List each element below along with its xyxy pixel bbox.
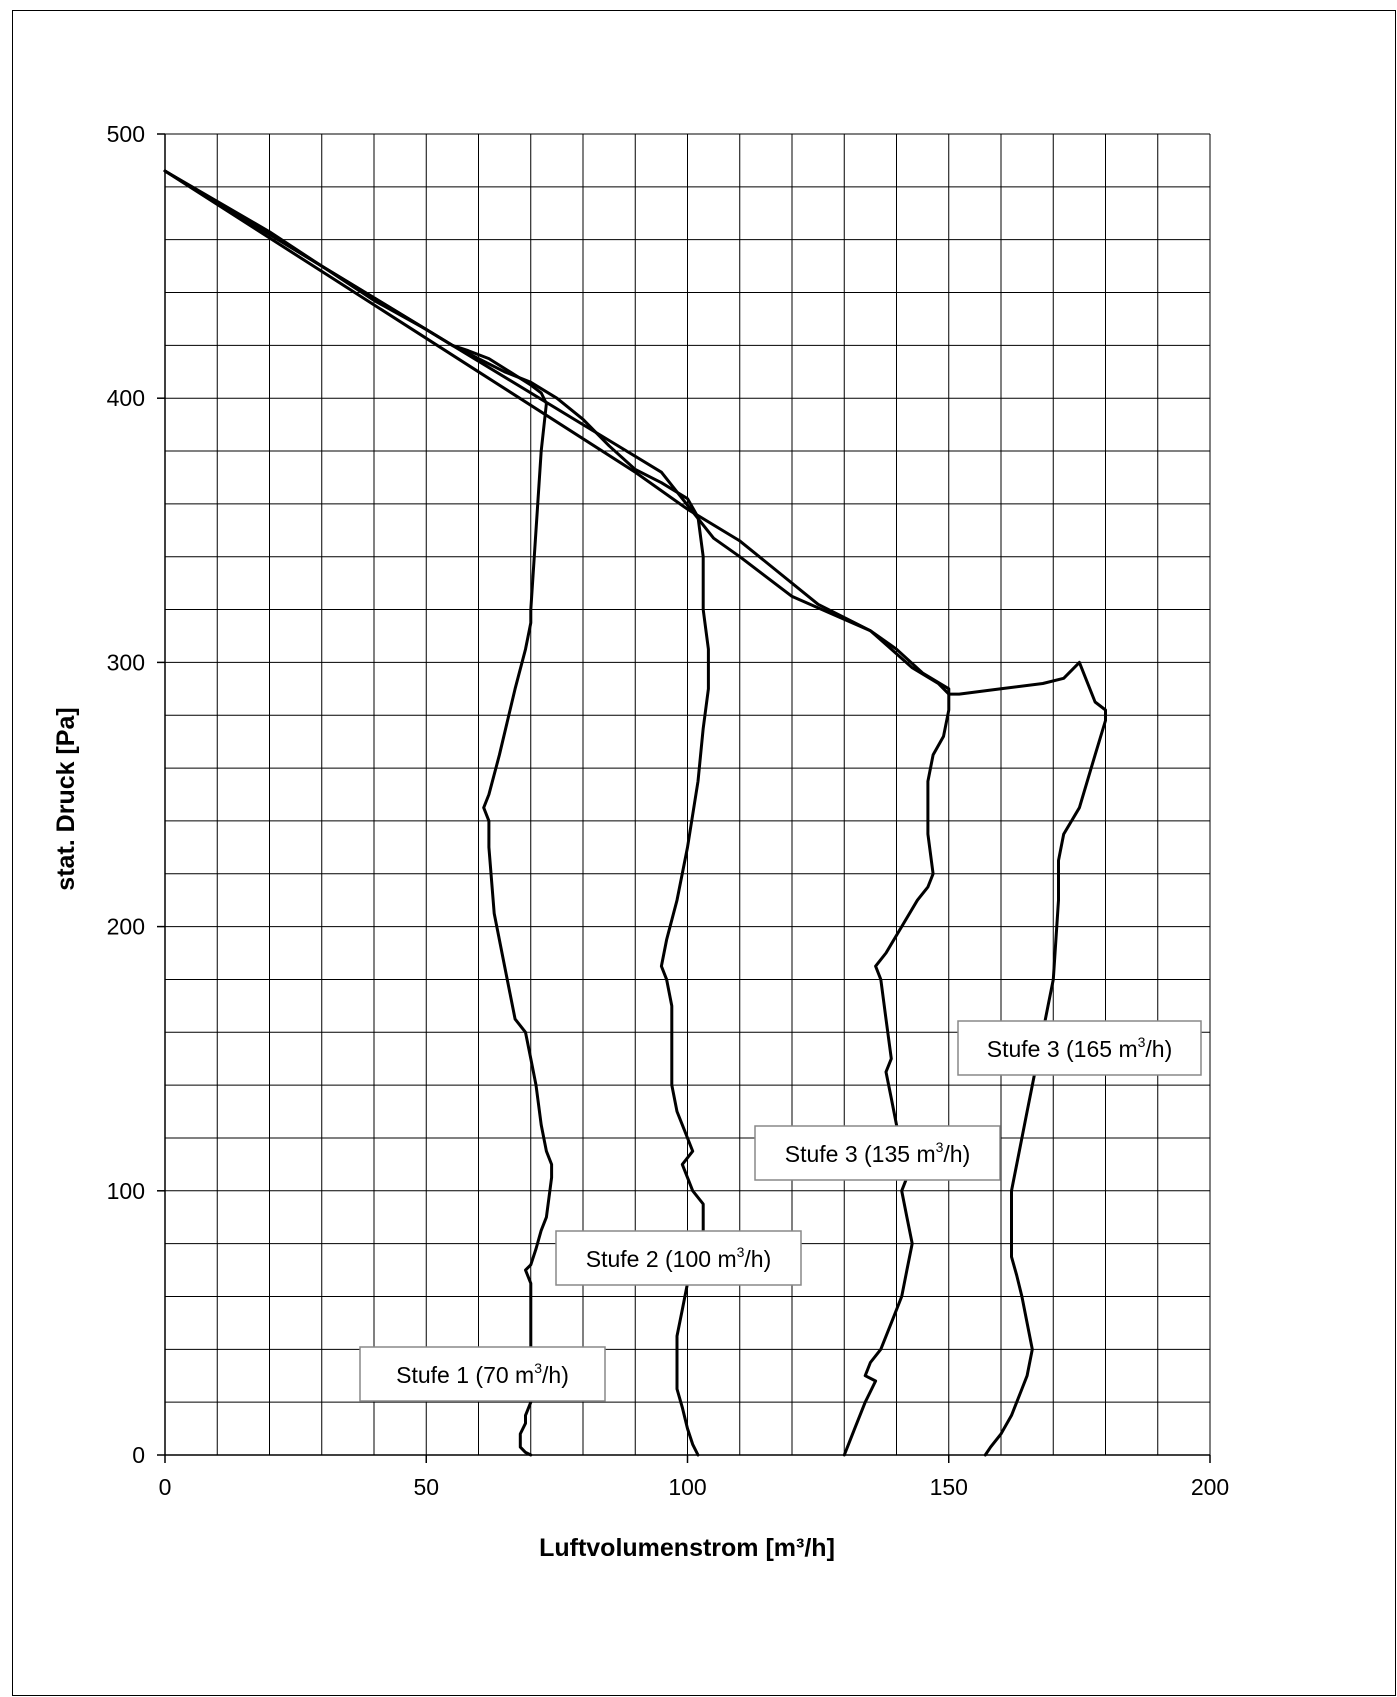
series-label-box: [555, 1230, 802, 1286]
y-tick-label: 0: [132, 1442, 145, 1468]
y-axis-title: stat. Druck [Pa]: [52, 707, 80, 890]
series-label-s3b: Stufe 3 (165 m3/h): [957, 1020, 1202, 1076]
series-labels: Stufe 1 (70 m3/h) Stufe 2 (100 m3/h) Stufe…: [359, 1020, 1202, 1402]
x-axis-title: Luftvolumenstrom [m³/h]: [539, 1534, 835, 1562]
x-tick-label: 0: [159, 1474, 172, 1500]
y-tick-label: 100: [107, 1178, 145, 1204]
series-label-text: Stufe 3 (135 m3/h): [785, 1139, 971, 1167]
y-tick-label: 400: [107, 385, 145, 411]
axes: [157, 133, 1211, 1463]
series-line-3: [163, 169, 951, 1457]
series-label-s1: Stufe 1 (70 m3/h): [359, 1346, 606, 1402]
series-label-box: [359, 1346, 606, 1402]
series-label-box: [957, 1020, 1202, 1076]
x-tick-label: 150: [930, 1474, 968, 1500]
y-tick-label: 500: [107, 121, 145, 147]
x-tick-label: 50: [413, 1474, 439, 1500]
x-tick-label: 100: [668, 1474, 706, 1500]
series-label-text: Stufe 1 (70 m3/h): [396, 1360, 569, 1388]
x-tick-label: 200: [1191, 1474, 1229, 1500]
y-tick-label: 300: [107, 649, 145, 675]
series-label-s2: Stufe 2 (100 m3/h): [555, 1230, 802, 1286]
tick-labels: 0 50 100 150 200 0 100 200 300 400 500: [107, 121, 1230, 1500]
y-tick-label: 200: [107, 914, 145, 940]
series-label-s3a: Stufe 3 (135 m3/h): [754, 1125, 1001, 1181]
series-line-4: [163, 169, 1107, 1457]
series-label-text: Stufe 3 (165 m3/h): [987, 1034, 1173, 1062]
series-label-box: [754, 1125, 1001, 1181]
chart-frame: [12, 10, 1396, 1696]
series-label-text: Stufe 2 (100 m3/h): [586, 1244, 772, 1272]
series-line-1: [163, 169, 554, 1457]
